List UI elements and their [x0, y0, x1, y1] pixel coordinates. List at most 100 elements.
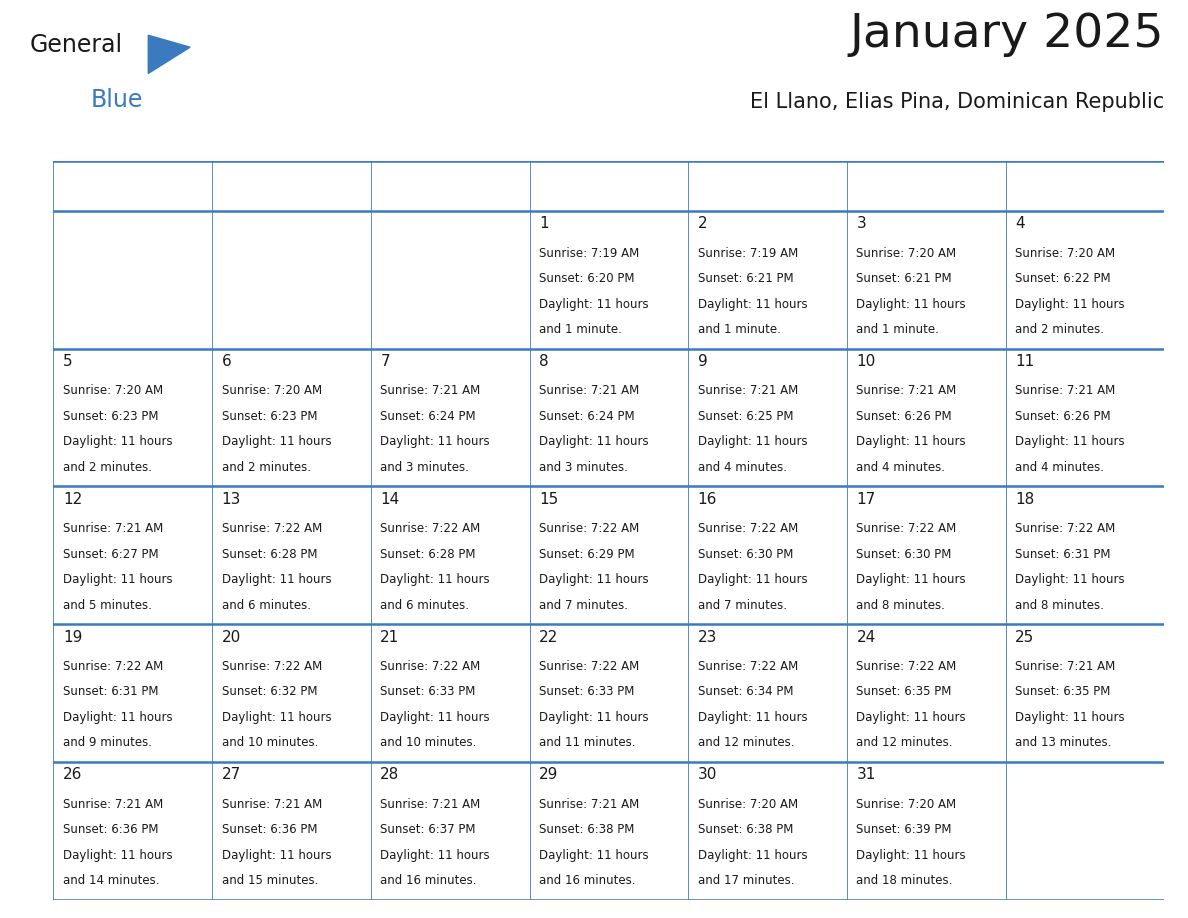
Text: Sunrise: 7:21 AM: Sunrise: 7:21 AM [539, 798, 639, 811]
Text: Sunrise: 7:20 AM: Sunrise: 7:20 AM [697, 798, 798, 811]
Text: Blue: Blue [90, 88, 143, 112]
Text: 30: 30 [697, 767, 718, 782]
Text: 14: 14 [380, 492, 399, 507]
Text: 27: 27 [222, 767, 241, 782]
Text: 16: 16 [697, 492, 718, 507]
Text: Sunrise: 7:22 AM: Sunrise: 7:22 AM [857, 522, 956, 535]
Text: and 1 minute.: and 1 minute. [697, 323, 781, 336]
Text: Sunrise: 7:20 AM: Sunrise: 7:20 AM [857, 798, 956, 811]
Text: Sunrise: 7:21 AM: Sunrise: 7:21 AM [1015, 385, 1116, 397]
Text: and 10 minutes.: and 10 minutes. [380, 736, 476, 749]
Text: and 1 minute.: and 1 minute. [539, 323, 621, 336]
Text: Sunset: 6:33 PM: Sunset: 6:33 PM [380, 686, 475, 699]
Text: Daylight: 11 hours: Daylight: 11 hours [222, 711, 331, 724]
Text: Sunset: 6:26 PM: Sunset: 6:26 PM [1015, 410, 1111, 423]
Text: and 14 minutes.: and 14 minutes. [63, 874, 159, 887]
Text: Sunset: 6:25 PM: Sunset: 6:25 PM [697, 410, 794, 423]
Text: and 3 minutes.: and 3 minutes. [539, 461, 628, 474]
Text: Sunset: 6:35 PM: Sunset: 6:35 PM [857, 686, 952, 699]
Text: Sunset: 6:22 PM: Sunset: 6:22 PM [1015, 273, 1111, 285]
Text: and 2 minutes.: and 2 minutes. [63, 461, 152, 474]
Text: and 6 minutes.: and 6 minutes. [222, 599, 310, 611]
Text: Sunrise: 7:21 AM: Sunrise: 7:21 AM [63, 798, 163, 811]
Text: Sunrise: 7:21 AM: Sunrise: 7:21 AM [63, 522, 163, 535]
Text: Sunset: 6:38 PM: Sunset: 6:38 PM [539, 823, 634, 836]
Text: Sunset: 6:28 PM: Sunset: 6:28 PM [222, 548, 317, 561]
Text: Daylight: 11 hours: Daylight: 11 hours [857, 711, 966, 724]
Text: 4: 4 [1015, 217, 1025, 231]
Text: 20: 20 [222, 630, 241, 644]
Text: 23: 23 [697, 630, 718, 644]
Text: and 2 minutes.: and 2 minutes. [222, 461, 310, 474]
Text: Sunrise: 7:22 AM: Sunrise: 7:22 AM [380, 660, 481, 673]
Text: Saturday: Saturday [1015, 178, 1093, 194]
Text: Sunrise: 7:21 AM: Sunrise: 7:21 AM [539, 385, 639, 397]
Text: Daylight: 11 hours: Daylight: 11 hours [1015, 297, 1125, 310]
Text: Daylight: 11 hours: Daylight: 11 hours [697, 848, 808, 862]
Text: Daylight: 11 hours: Daylight: 11 hours [857, 435, 966, 448]
Text: Daylight: 11 hours: Daylight: 11 hours [539, 573, 649, 587]
Text: Sunset: 6:28 PM: Sunset: 6:28 PM [380, 548, 476, 561]
Text: Daylight: 11 hours: Daylight: 11 hours [857, 848, 966, 862]
Text: 15: 15 [539, 492, 558, 507]
Text: Daylight: 11 hours: Daylight: 11 hours [539, 848, 649, 862]
Text: Sunday: Sunday [63, 178, 126, 194]
Text: and 1 minute.: and 1 minute. [857, 323, 940, 336]
Text: Sunset: 6:24 PM: Sunset: 6:24 PM [539, 410, 634, 423]
Text: Friday: Friday [857, 178, 909, 194]
Text: 11: 11 [1015, 354, 1035, 369]
Polygon shape [148, 35, 190, 73]
Text: and 7 minutes.: and 7 minutes. [539, 599, 628, 611]
Text: 18: 18 [1015, 492, 1035, 507]
Text: Sunset: 6:31 PM: Sunset: 6:31 PM [1015, 548, 1111, 561]
Text: Sunset: 6:34 PM: Sunset: 6:34 PM [697, 686, 794, 699]
Text: and 4 minutes.: and 4 minutes. [1015, 461, 1104, 474]
Text: Sunset: 6:36 PM: Sunset: 6:36 PM [63, 823, 158, 836]
Text: Daylight: 11 hours: Daylight: 11 hours [222, 573, 331, 587]
Text: Sunrise: 7:20 AM: Sunrise: 7:20 AM [857, 247, 956, 260]
Text: Sunset: 6:24 PM: Sunset: 6:24 PM [380, 410, 476, 423]
Text: Daylight: 11 hours: Daylight: 11 hours [1015, 435, 1125, 448]
Text: 22: 22 [539, 630, 558, 644]
Text: Sunrise: 7:22 AM: Sunrise: 7:22 AM [222, 522, 322, 535]
Text: and 4 minutes.: and 4 minutes. [857, 461, 946, 474]
Text: Sunset: 6:23 PM: Sunset: 6:23 PM [63, 410, 158, 423]
Text: Daylight: 11 hours: Daylight: 11 hours [857, 297, 966, 310]
Text: Daylight: 11 hours: Daylight: 11 hours [222, 848, 331, 862]
Text: and 16 minutes.: and 16 minutes. [380, 874, 476, 887]
Text: Daylight: 11 hours: Daylight: 11 hours [539, 297, 649, 310]
Text: Sunset: 6:20 PM: Sunset: 6:20 PM [539, 273, 634, 285]
Text: Sunrise: 7:21 AM: Sunrise: 7:21 AM [222, 798, 322, 811]
Text: Daylight: 11 hours: Daylight: 11 hours [539, 435, 649, 448]
Text: Sunset: 6:33 PM: Sunset: 6:33 PM [539, 686, 634, 699]
Text: Daylight: 11 hours: Daylight: 11 hours [380, 711, 489, 724]
Text: Sunrise: 7:22 AM: Sunrise: 7:22 AM [63, 660, 163, 673]
Text: and 12 minutes.: and 12 minutes. [697, 736, 795, 749]
Text: Sunrise: 7:22 AM: Sunrise: 7:22 AM [697, 660, 798, 673]
Text: 25: 25 [1015, 630, 1035, 644]
Text: Daylight: 11 hours: Daylight: 11 hours [1015, 573, 1125, 587]
Text: 2: 2 [697, 217, 707, 231]
Text: and 13 minutes.: and 13 minutes. [1015, 736, 1112, 749]
Text: Sunrise: 7:21 AM: Sunrise: 7:21 AM [380, 798, 481, 811]
Text: and 8 minutes.: and 8 minutes. [1015, 599, 1104, 611]
Text: Daylight: 11 hours: Daylight: 11 hours [380, 435, 489, 448]
Text: Sunrise: 7:22 AM: Sunrise: 7:22 AM [222, 660, 322, 673]
Text: Daylight: 11 hours: Daylight: 11 hours [1015, 711, 1125, 724]
Text: 28: 28 [380, 767, 399, 782]
Text: 8: 8 [539, 354, 549, 369]
Text: Sunset: 6:37 PM: Sunset: 6:37 PM [380, 823, 476, 836]
Text: Sunrise: 7:20 AM: Sunrise: 7:20 AM [1015, 247, 1116, 260]
Text: Sunrise: 7:22 AM: Sunrise: 7:22 AM [539, 660, 639, 673]
Text: Daylight: 11 hours: Daylight: 11 hours [697, 573, 808, 587]
Text: Monday: Monday [222, 178, 289, 194]
Text: Sunrise: 7:22 AM: Sunrise: 7:22 AM [539, 522, 639, 535]
Text: Sunset: 6:30 PM: Sunset: 6:30 PM [697, 548, 794, 561]
Text: and 16 minutes.: and 16 minutes. [539, 874, 636, 887]
Text: 1: 1 [539, 217, 549, 231]
Text: Sunrise: 7:19 AM: Sunrise: 7:19 AM [539, 247, 639, 260]
Text: and 9 minutes.: and 9 minutes. [63, 736, 152, 749]
Text: Sunrise: 7:20 AM: Sunrise: 7:20 AM [222, 385, 322, 397]
Text: Sunrise: 7:22 AM: Sunrise: 7:22 AM [380, 522, 481, 535]
Text: Daylight: 11 hours: Daylight: 11 hours [697, 297, 808, 310]
